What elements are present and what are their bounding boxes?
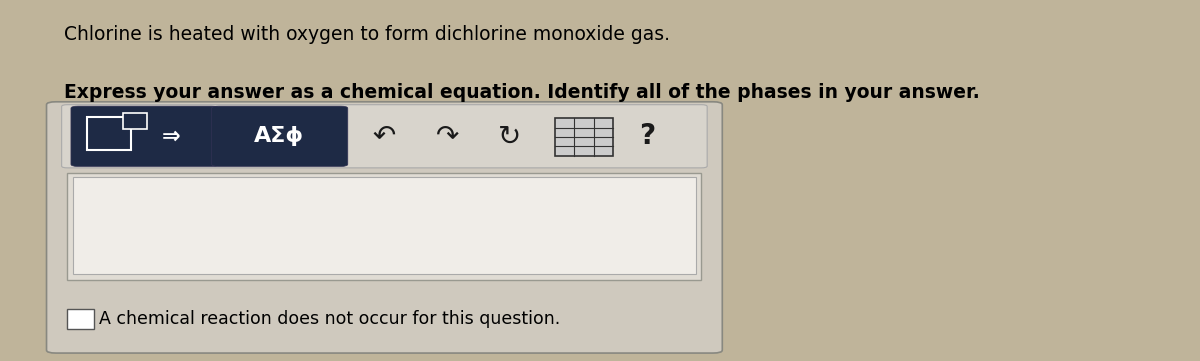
FancyBboxPatch shape <box>73 177 696 274</box>
FancyBboxPatch shape <box>88 117 132 150</box>
Bar <box>554 118 613 156</box>
FancyBboxPatch shape <box>124 113 146 129</box>
Text: ?: ? <box>638 122 655 151</box>
Text: Chlorine is heated with oxygen to form dichlorine monoxide gas.: Chlorine is heated with oxygen to form d… <box>64 25 670 44</box>
FancyBboxPatch shape <box>211 106 348 166</box>
Text: ↻: ↻ <box>498 122 521 151</box>
FancyBboxPatch shape <box>61 105 707 168</box>
Text: AΣϕ: AΣϕ <box>254 126 305 147</box>
Text: ⇒: ⇒ <box>162 126 180 147</box>
Text: Express your answer as a chemical equation. Identify all of the phases in your a: Express your answer as a chemical equati… <box>64 83 979 102</box>
FancyBboxPatch shape <box>47 102 722 353</box>
Bar <box>67 309 95 329</box>
FancyBboxPatch shape <box>71 106 218 166</box>
Text: ↶: ↶ <box>372 122 396 151</box>
FancyBboxPatch shape <box>67 173 701 280</box>
Text: A chemical reaction does not occur for this question.: A chemical reaction does not occur for t… <box>100 310 560 327</box>
Text: ↷: ↷ <box>436 122 460 151</box>
